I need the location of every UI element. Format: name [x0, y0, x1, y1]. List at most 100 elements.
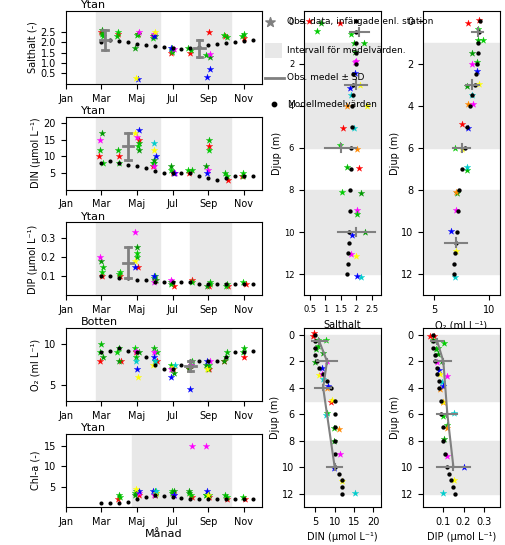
- Point: [113, 348, 121, 357]
- Point: [205, 281, 213, 290]
- Point: [349, 70, 357, 78]
- Point: [338, 476, 346, 485]
- Bar: [190, 117, 231, 190]
- Bar: [96, 222, 160, 295]
- Point: [323, 384, 331, 392]
- Point: [327, 383, 335, 392]
- Point: [355, 164, 363, 172]
- Point: [438, 357, 446, 366]
- X-axis label: DIN (μmol L⁻¹): DIN (μmol L⁻¹): [307, 532, 378, 542]
- Point: [238, 172, 246, 181]
- Point: [206, 280, 214, 288]
- Point: [346, 165, 355, 173]
- Point: [150, 29, 159, 38]
- Point: [169, 168, 177, 177]
- Point: [149, 162, 158, 171]
- Point: [213, 40, 221, 49]
- X-axis label: DIP (μmol L⁻¹): DIP (μmol L⁻¹): [427, 532, 496, 542]
- Point: [152, 490, 160, 499]
- Point: [169, 364, 177, 373]
- Point: [115, 270, 123, 278]
- Bar: [423, 43, 500, 148]
- Point: [331, 423, 339, 432]
- Point: [202, 490, 210, 499]
- Point: [464, 100, 472, 108]
- Point: [97, 499, 106, 507]
- Point: [352, 17, 360, 26]
- Point: [187, 360, 195, 369]
- Point: [106, 36, 114, 45]
- Point: [97, 340, 105, 349]
- Point: [169, 492, 177, 501]
- Point: [184, 488, 192, 497]
- Point: [169, 277, 177, 286]
- Point: [312, 330, 320, 339]
- Point: [149, 490, 158, 499]
- Point: [312, 344, 320, 353]
- Point: [220, 356, 228, 365]
- Point: [114, 29, 122, 38]
- Point: [132, 356, 140, 365]
- Point: [151, 32, 159, 40]
- Point: [132, 73, 140, 82]
- Point: [231, 172, 239, 181]
- Point: [431, 357, 439, 366]
- Point: [335, 425, 343, 433]
- Point: [429, 337, 437, 346]
- Point: [221, 490, 229, 499]
- Point: [149, 344, 158, 353]
- Point: [312, 344, 320, 353]
- Point: [319, 370, 327, 379]
- Point: [115, 152, 123, 161]
- Text: Obs. medel ± SD: Obs. medel ± SD: [287, 74, 364, 82]
- Point: [443, 451, 451, 460]
- Point: [98, 268, 106, 277]
- Point: [124, 274, 132, 282]
- Point: [203, 50, 211, 59]
- Point: [97, 25, 106, 34]
- Point: [312, 350, 320, 359]
- Point: [205, 364, 213, 373]
- Point: [195, 356, 204, 365]
- Point: [203, 72, 211, 81]
- Point: [239, 348, 247, 357]
- Point: [474, 35, 482, 44]
- Point: [131, 344, 139, 353]
- Point: [149, 360, 157, 369]
- Point: [436, 370, 444, 379]
- Point: [149, 277, 158, 286]
- Point: [133, 276, 141, 284]
- Point: [318, 364, 326, 372]
- Point: [133, 132, 141, 141]
- Point: [167, 162, 175, 171]
- Point: [205, 364, 213, 373]
- Point: [167, 165, 175, 174]
- Point: [186, 168, 194, 177]
- Point: [149, 34, 158, 43]
- Point: [149, 162, 158, 171]
- Point: [188, 277, 196, 286]
- Point: [439, 423, 447, 432]
- Point: [474, 38, 482, 47]
- Point: [223, 494, 231, 503]
- Point: [238, 32, 246, 40]
- Point: [151, 486, 159, 495]
- Point: [248, 36, 257, 45]
- Point: [461, 463, 469, 472]
- Point: [135, 27, 143, 36]
- Point: [354, 206, 362, 215]
- Point: [99, 262, 107, 271]
- Point: [170, 490, 178, 499]
- Point: [450, 259, 458, 268]
- Point: [432, 345, 440, 354]
- Point: [187, 492, 195, 501]
- Y-axis label: O₂ (ml L⁻¹): O₂ (ml L⁻¹): [31, 338, 41, 391]
- Point: [474, 25, 482, 34]
- Bar: [304, 441, 381, 494]
- Point: [322, 410, 330, 419]
- Point: [440, 435, 448, 444]
- Point: [160, 364, 168, 373]
- Point: [346, 186, 354, 195]
- Point: [463, 166, 471, 174]
- Bar: [190, 222, 231, 295]
